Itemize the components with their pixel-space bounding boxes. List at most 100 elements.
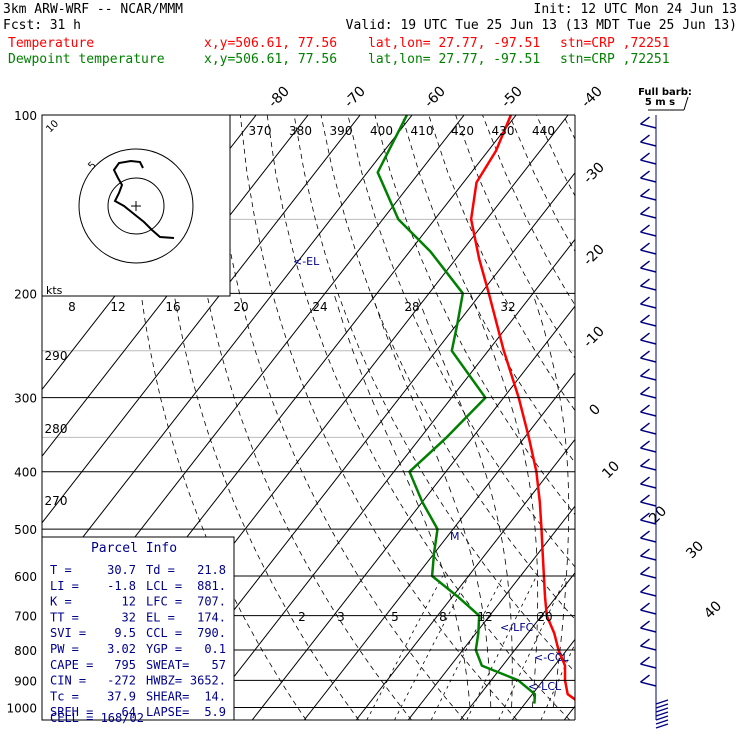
theta-left-label-280: 280 [45,422,68,436]
isotherm-label--60: -60 [421,83,448,110]
isotherm-label-40: 40 [701,598,725,622]
wind-barb-surface [655,699,669,705]
wind-barb-staff [640,537,657,543]
wind-barb-flag [640,206,650,215]
parcel-label-right: CCL = [146,626,182,640]
legend-temperature-stn: stn=CRP ,72251 [560,36,670,51]
parcel-info-box: Parcel Info T = 30.7 Td = 21.8 LI = -1.8 LCL =… [41,536,235,725]
wind-key-line1: Full barb: [638,87,692,98]
wind-barb-flag [640,368,650,377]
marker-el: <-EL [293,255,320,268]
parcel-value-right: 14. [204,689,226,703]
speed-label-28: 28 [404,300,419,314]
mixing-label-2: 2 [298,610,306,624]
wind-barb-flag [640,602,650,611]
wind-barb-flag [640,404,650,413]
parcel-label-right: SWEAT= [146,658,189,672]
wind-barb-flag [640,638,650,647]
parcel-value-right: 57 [212,658,226,672]
dry-adiabat-470 [725,115,740,720]
theta-label-390: 390 [330,124,353,138]
legend-dewpoint: Dewpoint temperature x,y=506.61, 77.56 l… [8,52,670,67]
parcel-label-left: CIN = [50,674,86,688]
moist-adiabat-10 [333,293,471,708]
parcel-label-left: SREH = [50,705,93,719]
wind-barb-flag [640,422,650,431]
legend-temperature: Temperature x,y=506.61, 77.56 lat,lon= 2… [8,36,670,51]
wind-barb-flag [640,494,650,503]
isobar-label-1000: 1000 [6,701,37,715]
wind-barb-flag [640,134,650,143]
wind-barb-flag [640,584,650,593]
parcel-label-left: K = [50,595,72,609]
wind-barb-flag [640,620,650,629]
parcel-value-right: 174. [197,610,226,624]
speed-label-20: 20 [233,300,248,314]
isotherm-label--30: -30 [580,159,607,186]
parcel-value-left: 37.9 [107,689,136,703]
dry-adiabat-290 [239,115,518,720]
wind-barb-staff [640,159,657,165]
mixing-ratio-3 [394,575,470,720]
isotherm-label-0: 0 [586,401,604,419]
moist-adiabat-14 [371,293,492,708]
parcel-value-right: 881. [197,579,226,593]
legend-dewpoint-name: Dewpoint temperature [8,52,165,67]
parcel-info-title: Parcel Info [91,541,177,556]
isotherm--20 [303,372,575,720]
theta-left-label-290: 290 [45,349,68,363]
wind-barb-staff [640,645,657,651]
wind-barb-flag [640,512,650,521]
dry-adiabat-350 [401,115,575,464]
dry-adiabat-440 [644,115,740,720]
legend-temperature-xy: x,y=506.61, 77.56 [204,36,337,51]
wind-barb-surface [655,715,669,721]
legend-dewpoint-stn: stn=CRP ,72251 [560,52,670,67]
wind-barb-staff [640,501,657,507]
trace-temperature [469,115,575,702]
wind-barb-flag [640,224,650,233]
dry-adiabat-260 [159,115,360,720]
isobar-label-900: 900 [14,674,37,688]
mixing-ratio-12 [498,575,567,720]
parcel-label-left: CAPE = [50,658,93,672]
marker-ccl: <-CCL [534,651,570,664]
wind-barb-staff [640,231,657,237]
wind-key-barb-tick [683,96,689,111]
wind-barb-staff [640,411,657,417]
theta-label-410: 410 [411,124,434,138]
header: 3km ARW-WRF -- NCAR/MMM Init: 12 UTC Mon… [3,2,737,33]
dry-adiabat-420 [590,115,740,720]
wind-barb-flag [640,674,650,683]
hodograph-kts-label: kts [46,284,63,297]
mixing-ratio-5 [430,575,504,720]
parcel-label-right: EL = [146,610,175,624]
valid-time: Valid: 19 UTC Tue 25 Jun 13 (13 MDT Tue … [346,18,737,33]
mixing-ratio-8 [466,575,537,720]
dry-adiabat-360 [428,115,575,412]
isotherm-label-30: 30 [683,538,707,562]
wind-barb-staff [640,267,657,273]
wind-barb-surface [655,723,669,729]
isotherm--90 [42,115,413,591]
isobar-label-700: 700 [14,610,37,624]
theta-label-440: 440 [532,124,555,138]
wind-barb-staff [640,447,657,453]
parcel-value-right: 0.1 [204,642,226,656]
dry-adiabat-410 [562,115,575,140]
isotherm-20 [511,638,575,720]
marker-lfc: <-LFC [500,621,534,634]
wind-barb-flag [640,116,650,125]
fcst-value: 31 h [50,18,81,33]
parcel-label-right: Td = [146,563,175,577]
isotherm-label--80: -80 [265,83,292,110]
wind-barb-flag [640,314,650,323]
wind-barb-staff [640,213,657,219]
parcel-value-left: 12 [122,595,136,609]
wind-barb-staff [640,375,657,381]
isobar-label-800: 800 [14,644,37,658]
isotherm-label--40: -40 [578,83,605,110]
wind-barb-flag [640,170,650,179]
wind-barb-staff [640,249,657,255]
wind-key-line2: 5 m s [645,97,675,108]
